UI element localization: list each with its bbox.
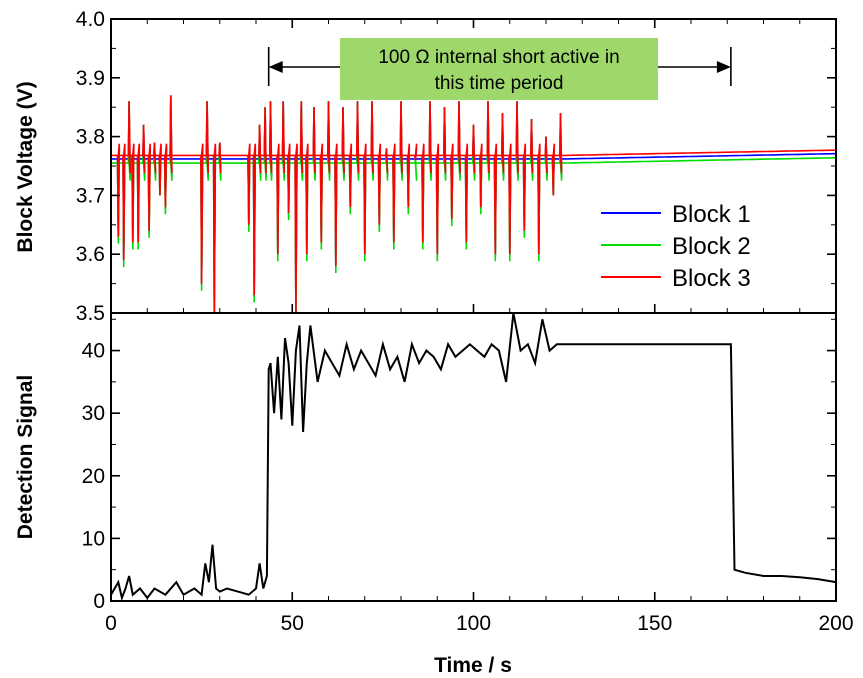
detection-y-tick-label: 10 [82,527,105,550]
time-x-tick-label: 50 [281,612,304,635]
annotation-text-line1: 100 Ω internal short active in [378,47,619,68]
annotation-arrowhead-left [268,61,283,73]
time-x-tick-label: 100 [456,612,491,635]
annotation-box [340,38,658,100]
voltage-y-tick-label: 3.7 [76,184,105,207]
detection-panel: 0 10 20 30 40 0 50 100 150 200 [82,312,854,635]
detection-y-tick-label: 20 [82,465,105,488]
time-x-tick-label: 0 [105,612,117,635]
annotation-arrowhead-right [716,61,731,73]
voltage-series-line-3 [111,95,836,313]
voltage-y-tick-label: 3.9 [76,67,105,90]
voltage-y-tick-label: 3.8 [76,126,105,149]
legend-label-3: Block 3 [672,265,751,292]
detection-y-axis-title: Detection Signal [14,375,37,540]
voltage-y-axis-title: Block Voltage (V) [14,81,37,252]
voltage-panel: 3.5 3.6 3.7 3.8 3.9 4.0 100 Ω internal short a… [76,8,837,325]
voltage-y-tick-label: 3.6 [76,243,105,266]
annotation-text-line2: this time period [435,73,564,94]
legend-label-2: Block 2 [672,233,751,260]
time-x-tick-label: 200 [818,612,853,635]
time-x-axis-title: Time / s [434,654,512,677]
legend-label-1: Block 1 [672,201,751,228]
voltage-y-tick-label: 4.0 [76,8,105,31]
detection-signal-line [111,313,836,601]
detection-plot-frame [110,312,837,602]
detection-y-tick-label: 0 [93,590,105,613]
time-x-tick-label: 150 [637,612,672,635]
voltage-y-tick-label: 3.5 [76,302,105,325]
detection-y-tick-label: 30 [82,402,105,425]
detection-y-tick-label: 40 [82,340,105,363]
